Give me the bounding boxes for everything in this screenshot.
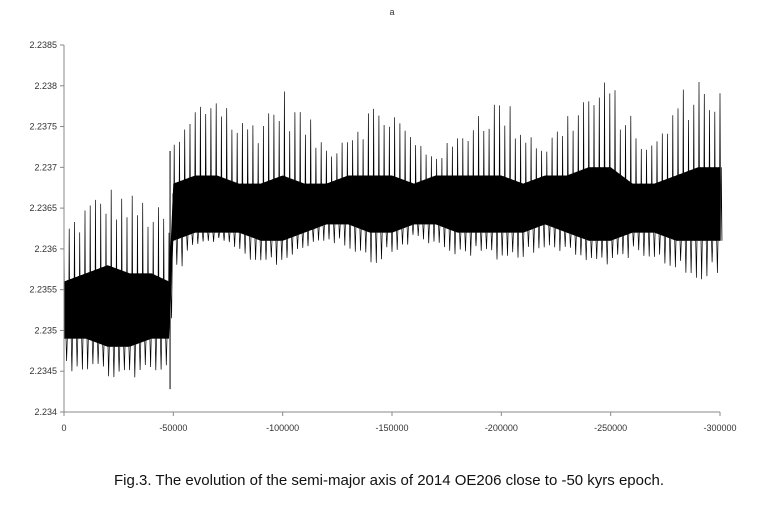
- y-tick-label: 2.2355: [29, 285, 57, 295]
- y-tick-label: 2.2365: [29, 203, 57, 213]
- y-axis-ticks: 2.234 2.2345 2.235 2.2355 2.236 2.2365 2.237 2.…: [29, 40, 64, 417]
- y-tick-label: 2.2385: [29, 40, 57, 50]
- x-axis-ticks: 0 -50000 -100000 -150000 -200000 -250000 -3000…: [61, 412, 737, 433]
- x-tick-label: -250000: [594, 423, 627, 433]
- figure-caption: Fig.3. The evolution of the semi-major a…: [114, 472, 665, 489]
- semi-major-axis-series: [63, 81, 723, 390]
- chart: a 2.234 2.2345 2.235 2.2355 2.236 2.2365 2.237…: [29, 7, 737, 433]
- y-tick-label: 2.236: [34, 244, 57, 254]
- y-tick-label: 2.2375: [29, 122, 57, 132]
- series-dense-band: [64, 167, 720, 347]
- x-tick-label: -50000: [159, 423, 187, 433]
- y-tick-label: 2.235: [34, 325, 57, 335]
- chart-title: a: [389, 7, 394, 17]
- x-tick-label: -200000: [485, 423, 518, 433]
- x-tick-label: 0: [61, 423, 66, 433]
- x-tick-label: -150000: [375, 423, 408, 433]
- y-tick-label: 2.234: [34, 407, 57, 417]
- y-tick-label: 2.2345: [29, 366, 57, 376]
- y-tick-label: 2.237: [34, 162, 57, 172]
- x-tick-label: -100000: [266, 423, 299, 433]
- y-tick-label: 2.238: [34, 81, 57, 91]
- x-tick-label: -300000: [703, 423, 736, 433]
